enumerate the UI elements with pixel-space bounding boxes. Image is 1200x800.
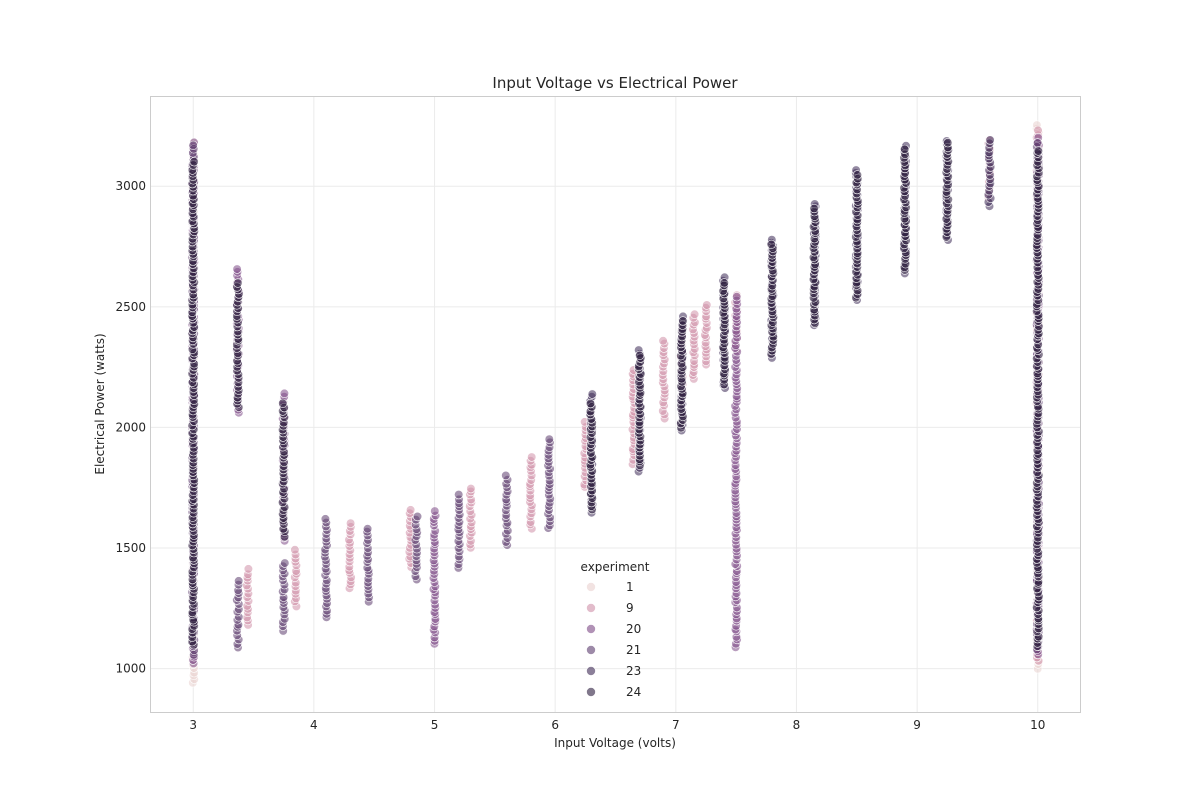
data-point xyxy=(766,239,776,249)
data-point xyxy=(544,434,554,444)
series-24 xyxy=(187,138,1044,651)
x-tick-labels: 3 4 5 6 7 8 9 10 xyxy=(189,718,1045,732)
y-tick-labels: 1000 1500 2000 2500 3000 xyxy=(115,179,146,675)
data-point xyxy=(702,300,712,310)
legend-title: experiment xyxy=(581,560,650,574)
plot-frame xyxy=(150,96,1081,713)
data-point xyxy=(189,157,199,167)
data-point xyxy=(278,398,288,408)
legend-marker xyxy=(586,582,596,592)
x-tick-label: 4 xyxy=(310,718,318,732)
legend-marker xyxy=(586,624,596,634)
data-point xyxy=(985,135,995,145)
x-axis-label: Input Voltage (volts) xyxy=(554,736,676,750)
grid-lines xyxy=(151,97,1080,712)
x-tick-label: 7 xyxy=(672,718,680,732)
data-point xyxy=(234,576,244,586)
legend-label: 24 xyxy=(626,685,641,699)
x-tick-label: 3 xyxy=(189,718,197,732)
legend-label: 23 xyxy=(626,664,641,678)
x-tick-label: 6 xyxy=(551,718,559,732)
x-tick-label: 8 xyxy=(793,718,801,732)
legend-label: 1 xyxy=(626,580,634,594)
data-point xyxy=(732,292,742,302)
legend-marker xyxy=(586,645,596,655)
data-point xyxy=(232,264,242,274)
data-point xyxy=(188,140,198,150)
y-tick-label: 1500 xyxy=(115,541,146,555)
data-point xyxy=(900,144,910,154)
data-point xyxy=(689,309,700,319)
legend-label: 21 xyxy=(626,643,641,657)
data-point xyxy=(454,490,464,500)
data-point xyxy=(943,138,953,148)
data-point xyxy=(406,505,416,515)
data-point xyxy=(678,316,688,326)
data-point xyxy=(466,484,476,494)
legend-marker xyxy=(586,603,596,613)
data-points xyxy=(187,120,1044,688)
data-point xyxy=(527,452,537,462)
y-tick-label: 3000 xyxy=(115,179,146,193)
data-point xyxy=(719,278,729,288)
y-tick-label: 2500 xyxy=(115,300,146,314)
data-point xyxy=(585,399,596,409)
data-point xyxy=(501,470,511,481)
legend-label: 20 xyxy=(626,622,641,636)
data-point xyxy=(412,511,423,522)
data-point xyxy=(346,518,356,528)
x-tick-label: 10 xyxy=(1030,718,1045,732)
data-point xyxy=(243,564,253,574)
y-tick-label: 1000 xyxy=(115,662,146,676)
data-point xyxy=(430,506,440,516)
data-point xyxy=(809,203,819,214)
legend-marker xyxy=(586,687,596,697)
data-point xyxy=(279,388,290,399)
x-tick-label: 5 xyxy=(431,718,439,732)
legend-marker xyxy=(586,666,596,676)
chart-title: Input Voltage vs Electrical Power xyxy=(492,74,738,92)
data-point xyxy=(658,336,668,346)
data-point xyxy=(635,350,645,361)
data-point xyxy=(363,524,373,534)
data-point xyxy=(852,170,863,180)
data-point xyxy=(587,389,597,399)
data-point xyxy=(233,278,243,288)
data-point xyxy=(290,545,300,555)
y-tick-label: 2000 xyxy=(115,420,146,434)
x-tick-label: 9 xyxy=(913,718,921,732)
data-point xyxy=(1032,138,1043,148)
data-point xyxy=(320,514,331,524)
data-point xyxy=(280,558,290,568)
legend-label: 9 xyxy=(626,601,634,615)
y-axis-label: Electrical Power (watts) xyxy=(93,333,107,474)
data-point xyxy=(1033,146,1043,156)
